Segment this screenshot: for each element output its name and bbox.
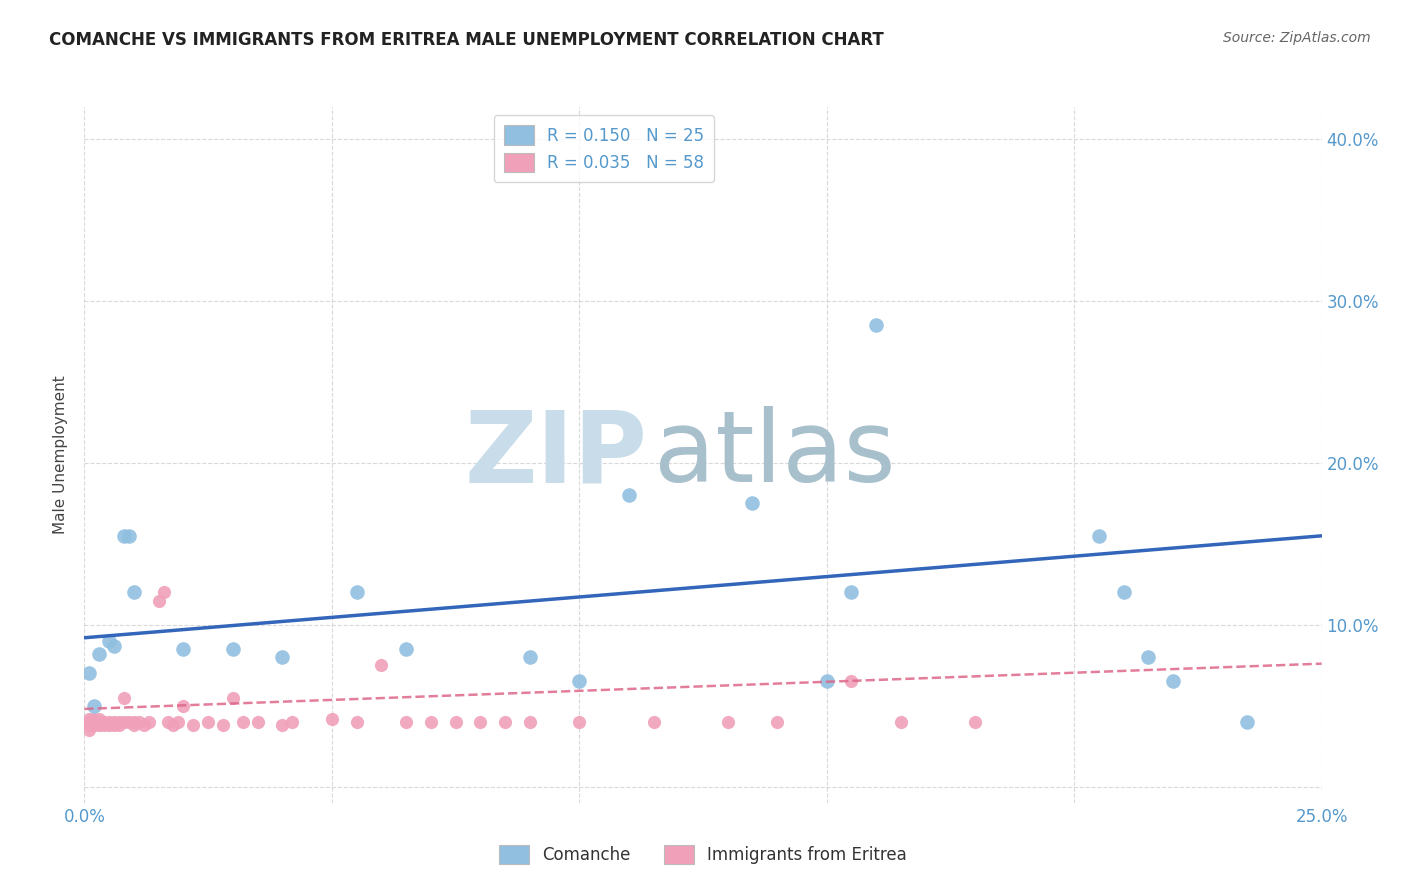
Point xyxy=(108,714,131,729)
Point xyxy=(568,674,591,689)
Point xyxy=(419,714,441,729)
Point xyxy=(132,718,155,732)
Point xyxy=(83,712,105,726)
Point xyxy=(83,698,105,713)
Point xyxy=(568,714,591,729)
Point xyxy=(122,585,145,599)
Point xyxy=(965,714,987,729)
Point xyxy=(93,718,115,732)
Point xyxy=(89,718,111,732)
Point xyxy=(122,718,145,732)
Point xyxy=(321,712,343,726)
Point xyxy=(815,674,838,689)
Point xyxy=(494,714,516,729)
Point xyxy=(470,714,492,729)
Point xyxy=(79,714,101,729)
Point xyxy=(865,318,887,333)
Point xyxy=(246,714,269,729)
Point xyxy=(1161,674,1184,689)
Point xyxy=(643,714,665,729)
Point xyxy=(118,714,141,729)
Point xyxy=(103,639,125,653)
Point xyxy=(212,718,235,732)
Text: ZIP: ZIP xyxy=(464,407,647,503)
Y-axis label: Male Unemployment: Male Unemployment xyxy=(53,376,69,534)
Point xyxy=(766,714,789,729)
Point xyxy=(1088,529,1111,543)
Point xyxy=(717,714,740,729)
Point xyxy=(79,714,101,729)
Legend: Comanche, Immigrants from Eritrea: Comanche, Immigrants from Eritrea xyxy=(489,835,917,874)
Point xyxy=(89,647,111,661)
Point xyxy=(138,714,160,729)
Point xyxy=(128,714,150,729)
Point xyxy=(98,718,121,732)
Point xyxy=(83,714,105,729)
Text: atlas: atlas xyxy=(654,407,896,503)
Point xyxy=(181,718,204,732)
Point xyxy=(346,585,368,599)
Text: Source: ZipAtlas.com: Source: ZipAtlas.com xyxy=(1223,31,1371,45)
Point xyxy=(79,718,101,732)
Point xyxy=(118,529,141,543)
Point xyxy=(281,714,304,729)
Point xyxy=(122,714,145,729)
Text: COMANCHE VS IMMIGRANTS FROM ERITREA MALE UNEMPLOYMENT CORRELATION CHART: COMANCHE VS IMMIGRANTS FROM ERITREA MALE… xyxy=(49,31,884,49)
Point xyxy=(370,658,392,673)
Point xyxy=(617,488,640,502)
Point xyxy=(79,723,101,737)
Point xyxy=(167,714,190,729)
Point xyxy=(79,666,101,681)
Point xyxy=(271,650,294,665)
Point xyxy=(444,714,467,729)
Point xyxy=(79,712,101,726)
Point xyxy=(841,674,863,689)
Point xyxy=(93,714,115,729)
Point xyxy=(98,714,121,729)
Point xyxy=(98,634,121,648)
Point xyxy=(112,714,135,729)
Point xyxy=(841,585,863,599)
Point xyxy=(172,698,194,713)
Point xyxy=(271,718,294,732)
Point xyxy=(103,718,125,732)
Point xyxy=(157,714,180,729)
Point xyxy=(1137,650,1160,665)
Point xyxy=(197,714,219,729)
Point xyxy=(232,714,254,729)
Point xyxy=(222,690,245,705)
Point xyxy=(89,712,111,726)
Point xyxy=(1112,585,1135,599)
Point xyxy=(148,593,170,607)
Point xyxy=(395,642,418,657)
Point xyxy=(890,714,912,729)
Point xyxy=(112,529,135,543)
Point xyxy=(172,642,194,657)
Point xyxy=(346,714,368,729)
Point xyxy=(152,585,174,599)
Point xyxy=(222,642,245,657)
Point xyxy=(741,496,763,510)
Point xyxy=(108,718,131,732)
Point xyxy=(83,718,105,732)
Point xyxy=(519,650,541,665)
Point xyxy=(162,718,184,732)
Point xyxy=(1236,714,1258,729)
Point xyxy=(83,714,105,729)
Point xyxy=(89,714,111,729)
Point xyxy=(103,714,125,729)
Point xyxy=(519,714,541,729)
Point xyxy=(112,690,135,705)
Point xyxy=(395,714,418,729)
